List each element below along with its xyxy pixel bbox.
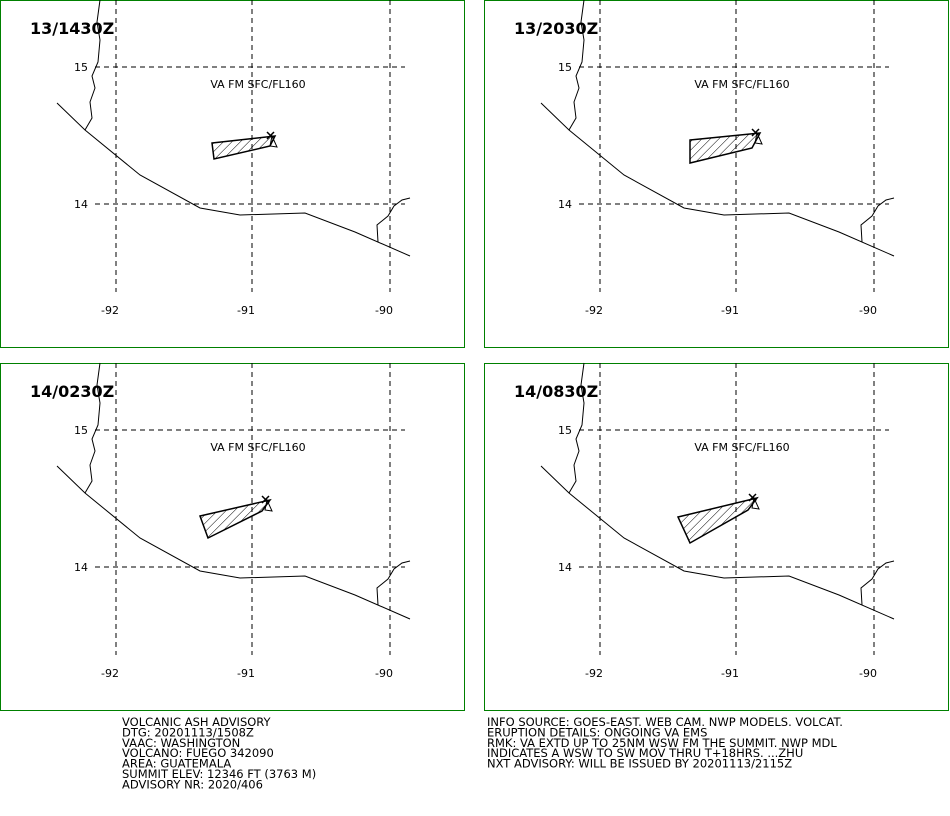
map-panel: 15 14 -92 -91 -90 13/2030Z VA FM SFC/FL160 <box>484 0 949 348</box>
coastline <box>84 0 101 131</box>
volcano-marker <box>754 131 763 145</box>
coastline <box>568 362 585 494</box>
map-panel: 15 14 -92 -91 -90 14/0230Z VA FM SFC/FL160 <box>0 362 465 711</box>
lon-label: -92 <box>101 667 119 680</box>
panel-frame <box>484 363 949 711</box>
lat-label: 14 <box>558 561 572 574</box>
valid-time: 14/0230Z <box>30 382 114 401</box>
coastline <box>376 197 411 243</box>
lon-label: -92 <box>585 667 603 680</box>
lon-label: -91 <box>721 667 739 680</box>
volcano-marker <box>751 496 760 510</box>
ash-area <box>676 496 759 545</box>
coastline <box>568 0 585 131</box>
panel-frame <box>484 0 949 348</box>
advisory-text: SUMMIT ELEV: 12346 FT (3763 M) <box>122 767 316 781</box>
level-label: VA FM SFC/FL160 <box>694 441 789 454</box>
coastline <box>376 560 411 606</box>
coastline <box>860 560 895 606</box>
valid-time: 13/1430Z <box>30 19 114 38</box>
lat-label: 15 <box>74 424 88 437</box>
lat-label: 14 <box>74 198 88 211</box>
lon-label: -90 <box>859 304 877 317</box>
coastline <box>540 465 895 620</box>
panel-frame <box>0 0 465 348</box>
coastline <box>84 362 101 494</box>
lon-label: -90 <box>859 667 877 680</box>
advisory-text: INFO SOURCE: GOES-EAST. WEB CAM. NWP MOD… <box>487 715 843 729</box>
advisory-text: VOLCANIC ASH ADVISORY <box>122 715 272 729</box>
map-panel: 15 14 -92 -91 -90 14/0830Z VA FM SFC/FL160 <box>484 362 949 711</box>
lon-label: -92 <box>101 304 119 317</box>
advisory-text: INDICATES A WSW TO SW MOV THRU T+18HRS. … <box>487 746 803 760</box>
advisory-text: AREA: GUATEMALA <box>122 757 231 771</box>
level-label: VA FM SFC/FL160 <box>210 441 305 454</box>
lon-label: -90 <box>375 667 393 680</box>
lon-label: -90 <box>375 304 393 317</box>
ash-area <box>689 132 762 164</box>
ash-area <box>199 498 272 540</box>
coastline <box>860 197 895 243</box>
coastline <box>56 102 411 257</box>
advisory-text: VAAC: WASHINGTON <box>122 736 240 750</box>
advisory-text: DTG: 20201113/1508Z <box>122 725 254 739</box>
volcano-marker <box>264 498 273 512</box>
volcano-x <box>748 493 757 502</box>
ash-area <box>211 135 277 160</box>
level-label: VA FM SFC/FL160 <box>210 78 305 91</box>
valid-time: 13/2030Z <box>514 19 598 38</box>
advisory-text: ADVISORY NR: 2020/406 <box>122 777 263 791</box>
lat-label: 14 <box>74 561 88 574</box>
volcano-marker <box>269 134 278 148</box>
level-label: VA FM SFC/FL160 <box>694 78 789 91</box>
panel-frame <box>0 363 465 711</box>
map-panel: 15 14 -92 -91 -90 13/1430Z VA FM SFC/FL160 <box>0 0 465 348</box>
volcano-x <box>261 495 270 504</box>
lon-label: -91 <box>237 304 255 317</box>
lat-label: 15 <box>74 61 88 74</box>
advisory-text: ERUPTION DETAILS: ONGOING VA EMS <box>487 725 707 739</box>
lon-label: -92 <box>585 304 603 317</box>
advisory-text: VOLCANO: FUEGO 342090 <box>122 746 274 760</box>
volcano-x <box>266 131 275 140</box>
lon-label: -91 <box>237 667 255 680</box>
volcano-x <box>751 128 760 137</box>
advisory-text: RMK: VA EXTD UP TO 25NM WSW FM THE SUMMI… <box>487 736 837 750</box>
lat-label: 15 <box>558 424 572 437</box>
valid-time: 14/0830Z <box>514 382 598 401</box>
coastline <box>56 465 411 620</box>
lat-label: 15 <box>558 61 572 74</box>
lon-label: -91 <box>721 304 739 317</box>
lat-label: 14 <box>558 198 572 211</box>
advisory-text: NXT ADVISORY: WILL BE ISSUED BY 20201113… <box>487 757 792 771</box>
coastline <box>540 102 895 257</box>
